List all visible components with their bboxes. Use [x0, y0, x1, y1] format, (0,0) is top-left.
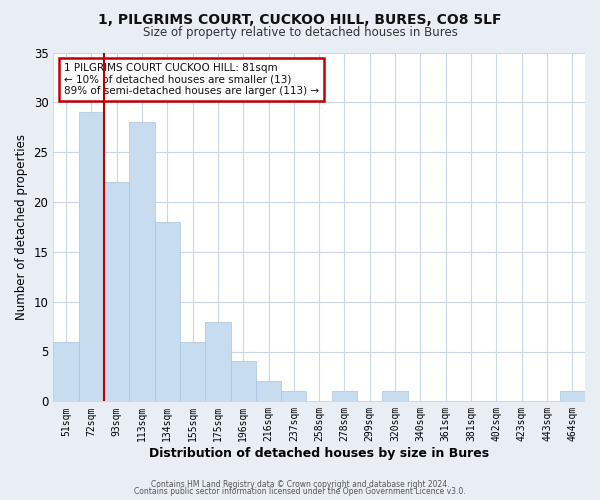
Bar: [382, 392, 408, 402]
X-axis label: Distribution of detached houses by size in Bures: Distribution of detached houses by size …: [149, 447, 489, 460]
Text: Contains HM Land Registry data © Crown copyright and database right 2024.: Contains HM Land Registry data © Crown c…: [151, 480, 449, 489]
Bar: [332, 392, 357, 402]
Y-axis label: Number of detached properties: Number of detached properties: [15, 134, 28, 320]
Bar: [230, 362, 256, 402]
Bar: [53, 342, 79, 402]
Text: Contains public sector information licensed under the Open Government Licence v3: Contains public sector information licen…: [134, 488, 466, 496]
Text: 1, PILGRIMS COURT, CUCKOO HILL, BURES, CO8 5LF: 1, PILGRIMS COURT, CUCKOO HILL, BURES, C…: [98, 12, 502, 26]
Bar: [79, 112, 104, 402]
Text: Size of property relative to detached houses in Bures: Size of property relative to detached ho…: [143, 26, 457, 39]
Bar: [180, 342, 205, 402]
Bar: [129, 122, 155, 402]
Bar: [104, 182, 129, 402]
Bar: [560, 392, 585, 402]
Bar: [155, 222, 180, 402]
Bar: [205, 322, 230, 402]
Bar: [256, 382, 281, 402]
Bar: [281, 392, 307, 402]
Text: 1 PILGRIMS COURT CUCKOO HILL: 81sqm
← 10% of detached houses are smaller (13)
89: 1 PILGRIMS COURT CUCKOO HILL: 81sqm ← 10…: [64, 63, 319, 96]
